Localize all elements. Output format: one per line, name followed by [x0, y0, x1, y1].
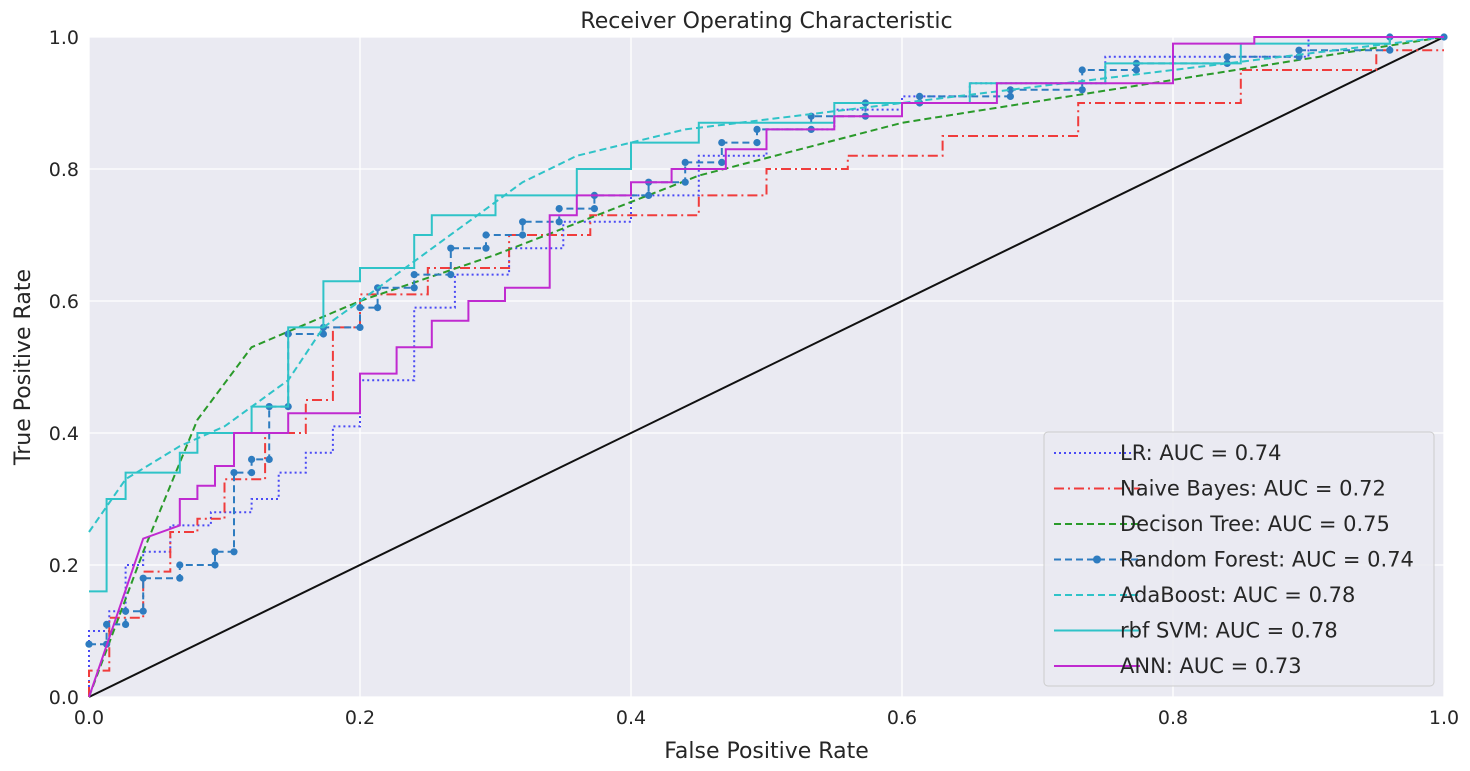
series-point: [482, 244, 490, 252]
series-point: [410, 271, 418, 279]
series-point: [1386, 46, 1394, 54]
series-point: [1223, 53, 1231, 61]
series-point: [681, 178, 689, 186]
series-ann: [88, 36, 1444, 698]
series-point: [447, 271, 455, 279]
series-point: [1295, 46, 1303, 54]
series-point: [103, 620, 111, 629]
series-point: [447, 244, 455, 252]
y-tick-label: 0.0: [49, 687, 79, 709]
chart-title: Receiver Operating Characteristic: [580, 9, 952, 34]
series-point: [1078, 66, 1086, 74]
series-point: [139, 607, 147, 615]
legend-label: Naive Bayes: AUC = 0.72: [1120, 477, 1386, 501]
series-point: [916, 92, 924, 100]
series-point: [248, 469, 256, 477]
series-point: [211, 548, 219, 556]
series-point: [248, 455, 256, 463]
legend-label: Decison Tree: AUC = 0.75: [1120, 512, 1390, 536]
legend-label: Random Forest: AUC = 0.74: [1120, 548, 1414, 572]
x-tick-label: 0.6: [887, 707, 917, 729]
x-tick-label: 0.0: [74, 707, 104, 729]
series-point: [356, 323, 364, 331]
x-tick-label: 1.0: [1429, 707, 1459, 729]
series-point: [1006, 86, 1015, 94]
series-point: [121, 607, 130, 615]
series-point: [176, 561, 184, 569]
y-tick-label: 0.2: [49, 555, 79, 577]
y-tick-label: 0.4: [49, 423, 79, 445]
series-point: [139, 574, 147, 582]
series-point: [211, 561, 219, 569]
series-point: [121, 620, 130, 629]
series-point: [482, 231, 490, 239]
series-point: [356, 304, 364, 312]
series-point: [410, 284, 418, 292]
series-point: [265, 455, 273, 463]
series-line-naive-bayes: [88, 49, 1444, 697]
series-point: [590, 205, 599, 213]
series-line-adaboost: [88, 36, 1445, 533]
series-point: [555, 205, 563, 213]
legend: LR: AUC = 0.74 Naive Bayes: AUC = 0.72 Dec…: [1043, 431, 1435, 687]
series-point: [519, 231, 527, 239]
x-tick-label: 0.2: [345, 707, 375, 729]
series-point: [718, 158, 726, 166]
series-point: [230, 469, 238, 477]
legend-marker: [1093, 555, 1101, 564]
series-point: [555, 218, 563, 226]
legend-label: AdaBoost: AUC = 0.78: [1120, 583, 1355, 607]
series-point: [176, 574, 184, 582]
series-point: [753, 125, 761, 133]
series-point: [681, 158, 689, 166]
legend-item: Naive Bayes: AUC = 0.72: [1054, 477, 1386, 501]
legend-item: LR: AUC = 0.74: [1054, 441, 1282, 465]
series-line-random-forest: [89, 36, 1444, 646]
series-line-ann: [88, 36, 1444, 698]
series-naive-bayes: [88, 49, 1444, 697]
legend-item: Random Forest: AUC = 0.74: [1054, 548, 1414, 572]
series-point: [230, 548, 238, 556]
y-tick-label: 0.8: [49, 159, 79, 181]
legend-label: LR: AUC = 0.74: [1120, 441, 1282, 465]
legend-label: rbf SVM: AUC = 0.78: [1120, 619, 1338, 643]
y-axis-label: True Positive Rate: [11, 269, 36, 466]
y-tick-label: 1.0: [49, 27, 79, 49]
x-tick-label: 0.4: [616, 707, 646, 729]
series-point: [519, 218, 527, 226]
series-point: [1078, 86, 1086, 94]
chance-diagonal-line: [88, 36, 1445, 698]
y-tick-label: 0.6: [49, 291, 79, 313]
series-point: [1006, 92, 1015, 100]
series-point: [1132, 66, 1141, 74]
legend-label: ANN: AUC = 0.73: [1120, 654, 1302, 678]
series-point: [319, 330, 328, 338]
series-lines: [85, 33, 1448, 698]
series-point: [718, 139, 726, 147]
series-point: [374, 304, 382, 312]
series-point: [645, 191, 653, 199]
legend-item: AdaBoost: AUC = 0.78: [1054, 583, 1355, 607]
series-random-forest: [85, 33, 1448, 648]
legend-item: ANN: AUC = 0.73: [1054, 654, 1302, 678]
x-tick-label: 0.8: [1158, 707, 1188, 729]
series-point: [753, 139, 761, 147]
series-adaboost: [88, 36, 1445, 533]
tick-labels: 0.0 0.2 0.4 0.6 0.8 1.0 0.0 0.2 0.4 0.6 0.8 1.0: [49, 27, 1459, 729]
series-point: [85, 640, 93, 648]
x-axis-label: False Positive Rate: [664, 739, 868, 764]
legend-item: rbf SVM: AUC = 0.78: [1054, 619, 1338, 643]
legend-item: Decison Tree: AUC = 0.75: [1054, 512, 1390, 536]
legend-frame: [1043, 431, 1435, 687]
